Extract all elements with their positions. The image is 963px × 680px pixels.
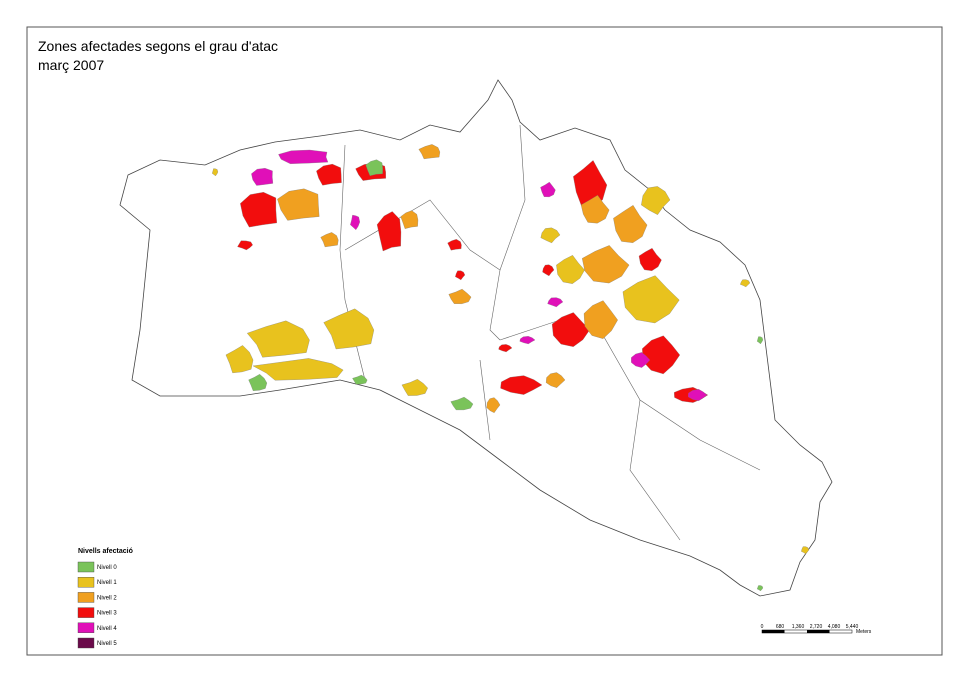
affected-zone (542, 264, 555, 277)
legend-title: Nivells afectació (78, 548, 133, 555)
affected-zone (448, 288, 472, 304)
affected-zone (450, 396, 474, 411)
affected-zone (376, 211, 402, 252)
scale-bar-block (762, 630, 785, 633)
border (479, 359, 491, 441)
affected-zone (278, 149, 329, 164)
legend-swatch (77, 622, 95, 633)
scale-label: 4,080 (828, 624, 841, 630)
affected-zone (251, 168, 274, 186)
scale-label: 680 (776, 624, 785, 630)
legend-swatch (77, 637, 95, 649)
affected-zone (365, 159, 383, 176)
legend-label: Nivell 4 (97, 626, 117, 632)
legend-label: Nivell 5 (97, 641, 117, 647)
scale-label: 2,720 (810, 624, 823, 630)
affected-zone (580, 195, 610, 224)
affected-zone (631, 352, 651, 368)
affected-zone (400, 210, 419, 229)
border (344, 199, 501, 341)
affected-zone (401, 379, 428, 396)
affected-zone (447, 239, 462, 251)
affected-zone (252, 358, 344, 381)
scale-label: 5,440 (846, 624, 859, 630)
affected-zone (350, 214, 360, 231)
affected-zone (641, 186, 671, 215)
affected-zone (418, 144, 441, 160)
affected-zone (248, 374, 268, 391)
affected-zone (486, 397, 501, 413)
affected-zone (622, 275, 680, 324)
affected-zone (638, 248, 662, 271)
affected-zone (498, 344, 513, 353)
affected-zone (320, 232, 339, 248)
affected-zone (583, 300, 618, 339)
legend-label: Nivell 0 (97, 565, 117, 571)
legend-swatch (77, 607, 95, 618)
legend-swatch (77, 577, 95, 588)
scale-label: 0 (761, 624, 764, 630)
affected-zone (455, 270, 466, 281)
affected-zone (246, 320, 310, 358)
affected-zone (556, 255, 585, 284)
municipal-borders (339, 124, 761, 541)
legend-swatch (77, 561, 95, 573)
affected-zone (757, 336, 764, 345)
affected-zone (545, 372, 566, 388)
affected-zone (225, 345, 254, 374)
affected-zone (740, 279, 751, 288)
affected-zone (547, 297, 564, 308)
title-line: març 2007 (38, 57, 104, 73)
affected-zone (540, 181, 556, 198)
legend-swatch (77, 592, 95, 603)
scale-unit: Meters (856, 629, 872, 635)
affected-zone (551, 312, 590, 347)
affected-zone (316, 163, 342, 186)
affected-zone (688, 389, 708, 401)
affected-zone (323, 308, 375, 350)
affected-zone (212, 168, 219, 177)
affected-zone (540, 227, 561, 244)
affected-zone (240, 192, 277, 228)
legend: Nivell 0 Nivell 1 Nivell 2 Nivell 3 Nivell 4… (77, 561, 117, 649)
legend-label: Nivell 2 (97, 595, 117, 601)
affected-zone (801, 546, 810, 555)
affected-zone (352, 374, 368, 385)
affected-zone (500, 375, 543, 395)
affected-zone (757, 585, 764, 592)
border (499, 319, 761, 471)
affected-zone (519, 336, 536, 345)
title-line: Zones afectades segons el grau d'atac (38, 38, 278, 54)
border (629, 399, 681, 541)
affected-zone (277, 188, 320, 221)
scale-label: 1,360 (792, 624, 805, 630)
border (499, 124, 526, 271)
legend-label: Nivell 1 (97, 580, 117, 586)
affected-zone (237, 240, 253, 251)
affected-zone (582, 245, 630, 284)
legend-label: Nivell 3 (97, 611, 117, 617)
scale-bar-block (807, 630, 830, 633)
affected-zones (212, 144, 810, 592)
affected-zone (613, 205, 648, 243)
